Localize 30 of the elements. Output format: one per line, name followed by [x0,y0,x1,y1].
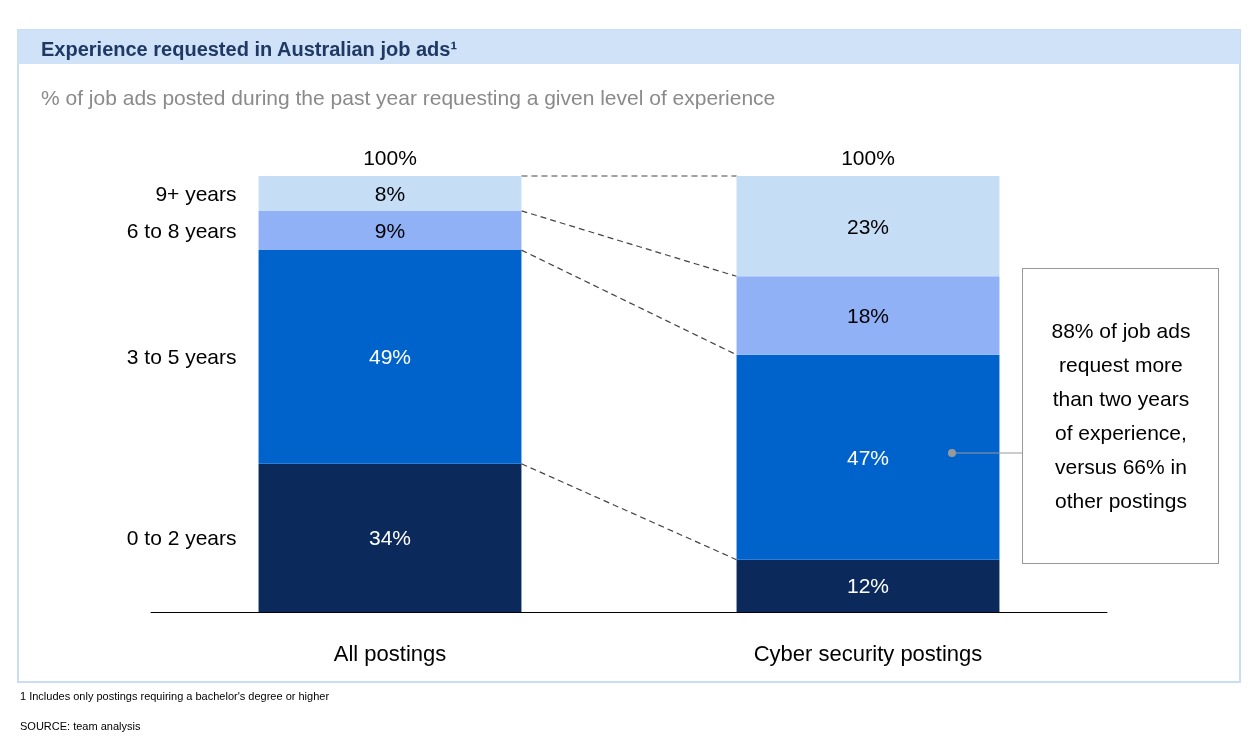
series-label: 6 to 8 years [126,219,237,242]
total-label: 100% [363,146,417,169]
series-label: 3 to 5 years [126,345,237,369]
callout: 88% of job ads request more than two years of experience, versus 66% in other postings [947,268,1220,564]
data-label: 49% [368,345,412,369]
bar [258,250,522,464]
text: 1 Includes only postings requiring a bachelor's degree or higher [20,689,330,702]
data-label: 47% [846,445,890,469]
data-label: 34% [368,526,412,550]
bar [736,176,1000,277]
bar [736,354,1000,560]
data-label: 12% [846,574,890,598]
annotation: 88% of job ads request more than two years of experience, versus 66% in other postings [1050,318,1192,514]
data-label: 8% [374,181,406,205]
data-label: 18% [846,304,890,328]
source-note: SOURCE: team analysis [20,719,141,732]
chart-subtitle: % of job ads posted during the past year requesting a given level of experience [41,86,776,109]
bar [258,463,522,612]
x-tick-label: All postings [333,640,447,666]
bar [258,210,522,251]
total-label: 100% [841,146,895,169]
bar [258,176,522,211]
data-label: 9% [374,219,406,242]
series-label: 9+ years [155,181,237,205]
x-tick-label: Cyber security postings [753,640,983,666]
data-label: 23% [846,214,890,238]
bar [736,276,1000,355]
series-label: 0 to 2 years [126,526,237,550]
chart-title: Experience requested in Australian job ads¹ [41,38,458,60]
bar [736,559,1000,612]
